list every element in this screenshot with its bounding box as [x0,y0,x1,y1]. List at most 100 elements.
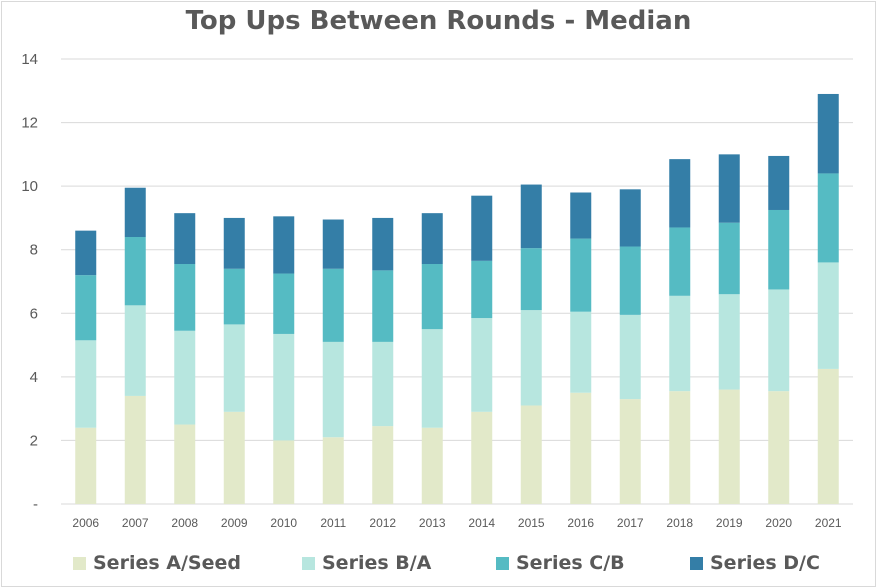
bar-segment [174,330,196,425]
y-tick-label: 14 [21,51,38,68]
bar-segment [322,219,344,269]
bar-segment [817,93,839,174]
bar-segment [174,213,196,265]
bar-segment [570,311,592,393]
bar-segment [75,275,97,341]
bar-chart: - 2 4 6 8 10 12 14 2006 2007 2008 2009 2010 2011 2012… [21,51,853,530]
bar-segment [718,294,740,390]
bar-segment [273,273,295,334]
legend-label: Series B/A [322,552,432,574]
bar-segment [669,295,691,392]
bar-segment [421,213,443,265]
y-tick-label: 8 [30,242,38,259]
bar-segment [817,262,839,369]
bar-segment [669,391,691,504]
x-tick-label: 2018 [666,516,693,530]
bar-segment [768,209,790,290]
bar-segment [421,329,443,428]
legend: Series A/Seed Series B/A Series C/B Series … [0,552,877,582]
bar-segment [273,216,295,274]
legend-item: Series A/Seed [73,552,241,574]
bar-segment [421,264,443,330]
bar-segment [75,427,97,504]
y-tick-label: - [33,496,38,513]
legend-label: Series D/C [710,552,820,574]
chart-title: Top Ups Between Rounds - Median [185,6,692,36]
x-tick-label: 2021 [815,516,842,530]
bar-segment [768,391,790,504]
x-axis-ticks: 2006 2007 2008 2009 2010 2011 2012 2013 2014 2015… [72,516,842,530]
bar-segment [520,310,542,406]
bar-segment [124,187,146,237]
y-tick-label: 4 [30,369,38,386]
bar-segment [570,192,592,239]
bar-segment [322,341,344,438]
x-tick-label: 2014 [468,516,495,530]
x-tick-label: 2008 [171,516,198,530]
bar-segment [718,154,740,223]
y-tick-label: 10 [21,178,38,195]
x-tick-label: 2016 [567,516,594,530]
bar-segment [372,270,394,342]
bar-segment [372,217,394,271]
x-tick-label: 2010 [270,516,297,530]
bar-segment [471,318,493,412]
x-tick-label: 2015 [518,516,545,530]
x-tick-label: 2017 [617,516,644,530]
x-tick-label: 2020 [765,516,792,530]
x-tick-label: 2011 [320,516,346,530]
bar-segment [372,426,394,504]
bar-segment [619,399,641,504]
bar-segment [570,392,592,504]
bar-segment [124,395,146,504]
bar-segment [768,155,790,210]
bar-segment [322,268,344,342]
x-tick-label: 2012 [369,516,396,530]
bar-segment [619,246,641,315]
bar-segment [817,173,839,263]
bar-segment [768,289,790,392]
bar-segment [75,230,97,276]
bar-segment [669,227,691,296]
bar-segment [223,324,245,412]
bar-segment [718,389,740,504]
bar-segment [223,411,245,504]
legend-swatch [302,556,315,570]
bar-segment [619,314,641,400]
legend-item: Series D/C [690,552,820,574]
bar-segment [174,424,196,504]
legend-swatch [690,556,703,570]
bar-segment [75,340,97,428]
bar-segment [520,184,542,249]
bar-segment [223,268,245,325]
legend-swatch [73,556,86,570]
y-tick-label: 12 [21,115,38,132]
bar-segment [174,264,196,331]
bar-segment [273,333,295,441]
x-tick-label: 2006 [72,516,99,530]
bar-segment [520,248,542,311]
legend-swatch [496,556,509,570]
bar-segment [471,411,493,504]
legend-label: Series C/B [516,552,625,574]
bar-segment [372,341,394,427]
bar-segment [124,237,146,306]
legend-item: Series C/B [496,552,625,574]
bar-segment [471,195,493,261]
bar-segment [669,159,691,228]
bar-segment [421,427,443,504]
bar-segment [273,440,295,504]
x-tick-label: 2007 [122,516,149,530]
legend-item: Series B/A [302,552,431,574]
bars [75,93,839,504]
bar-segment [322,437,344,504]
legend-label: Series A/Seed [93,552,241,574]
bar-segment [817,368,839,504]
y-tick-label: 2 [30,432,38,449]
bar-segment [471,260,493,319]
bar-segment [619,189,641,247]
x-tick-label: 2009 [221,516,248,530]
bar-segment [223,217,245,269]
bar-segment [570,238,592,312]
bar-segment [520,405,542,504]
